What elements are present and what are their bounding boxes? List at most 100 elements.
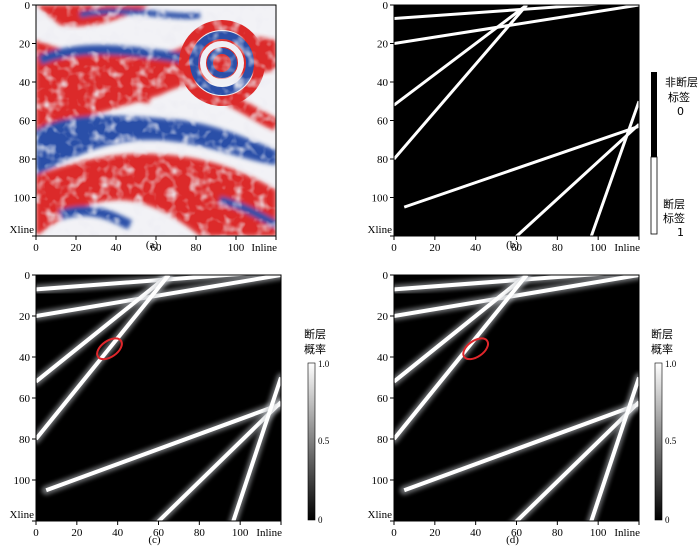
x-tick-label: 0 xyxy=(391,242,397,254)
y-tick-label: 60 xyxy=(377,116,389,128)
y-tick-label: 40 xyxy=(377,352,389,364)
x-axis-label: Inline xyxy=(614,242,640,254)
probability-colorbar-d: 断层 概率 1.0 0.5 0 xyxy=(651,327,677,525)
x-tick-label: 80 xyxy=(552,242,564,254)
y-tick-label: 100 xyxy=(14,475,31,487)
y-tick-label: 60 xyxy=(19,116,31,128)
y-tick-label: 80 xyxy=(19,434,31,446)
x-tick-label: 60 xyxy=(511,527,523,539)
fault-line-5 xyxy=(45,402,281,493)
y-tick-label: 80 xyxy=(377,434,389,446)
highlight-ellipse xyxy=(96,337,123,361)
colorbar-title-line2: 概率 xyxy=(651,342,673,356)
fault-lines xyxy=(394,275,639,521)
colorbar-title-line1: 断层 xyxy=(651,327,673,341)
y-tick-label: 40 xyxy=(19,77,31,89)
x-tick-label: 60 xyxy=(151,242,163,254)
y-tick-label: 0 xyxy=(383,0,389,12)
colorbar-top-line3: 0 xyxy=(677,105,684,118)
fault-line-4 xyxy=(394,275,529,441)
y-tick-label: 20 xyxy=(377,311,389,323)
colorbar-gradient xyxy=(307,362,316,521)
seismic-image xyxy=(36,5,276,236)
colorbar-tick-mid: 0.5 xyxy=(665,436,677,446)
fault-line-7 xyxy=(231,376,281,521)
x-axis-label: Inline xyxy=(614,527,640,539)
panel-caption-d: (d) xyxy=(506,534,519,546)
colorbar-title-line2: 概率 xyxy=(304,342,326,356)
y-axis-label: Xline xyxy=(368,509,393,521)
panel-c-fault-probability xyxy=(35,274,282,522)
fault-line-6 xyxy=(155,400,281,521)
y-tick-label: 60 xyxy=(377,393,389,405)
y-tick-label: 100 xyxy=(372,193,389,205)
y-tick-label: 20 xyxy=(19,311,31,323)
colorbar-title-line1: 断层 xyxy=(304,327,326,341)
y-tick-label: 80 xyxy=(377,154,389,166)
fault-line-4 xyxy=(36,275,171,441)
fault-line-3 xyxy=(36,275,170,384)
panel-caption-c: (c) xyxy=(148,534,161,546)
fault-lines xyxy=(36,275,281,521)
fault-line-7 xyxy=(589,376,639,521)
x-tick-label: 100 xyxy=(590,242,607,254)
colorbar-tick-min: 0 xyxy=(318,515,323,525)
x-tick-label: 60 xyxy=(511,242,523,254)
x-tick-label: 100 xyxy=(590,527,607,539)
panel-caption-a: (a) xyxy=(146,239,159,251)
x-tick-label: 20 xyxy=(429,527,441,539)
fault-line-4 xyxy=(394,5,528,160)
y-axis-label: Xline xyxy=(10,224,35,236)
x-tick-label: 20 xyxy=(71,527,83,539)
colorbar-nonfault-swatch xyxy=(651,72,657,157)
y-axis-label: Xline xyxy=(10,509,35,521)
probability-colorbar-c: 断层 概率 1.0 0.5 0 xyxy=(304,327,330,525)
colorbar-gradient xyxy=(654,362,663,521)
x-tick-label: 20 xyxy=(71,242,83,254)
fault-line-3 xyxy=(394,5,528,107)
x-axis-label: Inline xyxy=(256,527,282,539)
colorbar-tick-min: 0 xyxy=(665,515,670,525)
colorbar-fault-swatch xyxy=(650,156,658,235)
x-tick-label: 80 xyxy=(194,527,206,539)
y-tick-label: 60 xyxy=(19,393,31,405)
y-tick-label: 0 xyxy=(383,270,389,282)
fault-line-1 xyxy=(394,5,606,20)
y-tick-label: 100 xyxy=(14,193,31,205)
x-tick-label: 40 xyxy=(470,527,482,539)
y-tick-label: 20 xyxy=(377,39,389,51)
highlight-ellipse-d xyxy=(462,337,490,361)
highlight-ellipse xyxy=(462,337,490,361)
y-tick-label: 40 xyxy=(377,77,389,89)
y-tick-label: 80 xyxy=(19,154,31,166)
x-tick-label: 0 xyxy=(391,527,397,539)
fault-line-5 xyxy=(403,124,639,209)
y-tick-label: 40 xyxy=(19,352,31,364)
panel-d-fault-probability xyxy=(393,274,640,522)
x-tick-label: 40 xyxy=(470,242,482,254)
colorbar-top-line1: 非断层 xyxy=(665,75,698,89)
x-axis-label: Inline xyxy=(251,242,277,254)
fault-line-2 xyxy=(394,275,639,318)
x-tick-label: 100 xyxy=(232,527,249,539)
fault-line-2 xyxy=(36,275,281,318)
x-tick-label: 100 xyxy=(228,242,245,254)
colorbar-top-line2: 标签 xyxy=(668,90,690,104)
colorbar-tick-mid: 0.5 xyxy=(318,436,330,446)
colorbar-tick-max: 1.0 xyxy=(318,359,330,369)
fault-line-3 xyxy=(394,275,528,384)
fault-line-6 xyxy=(514,123,639,236)
highlight-ellipse-c xyxy=(96,337,123,361)
x-tick-label: 60 xyxy=(153,527,165,539)
panel-b-fault-label xyxy=(393,4,640,237)
x-tick-label: 0 xyxy=(33,242,39,254)
y-tick-label: 100 xyxy=(372,475,389,487)
y-tick-label: 0 xyxy=(25,270,31,282)
colorbar-bottom-line2: 标签 xyxy=(663,211,685,225)
axes: 0 20 40 60 80 100 Inline 0 20 40 60 80 100 Xline (a) 0 2… xyxy=(10,0,641,546)
fault-line-5 xyxy=(403,402,639,493)
x-tick-label: 80 xyxy=(191,242,203,254)
colorbar-bottom-line1: 断层 xyxy=(663,197,685,211)
colorbar-bottom-line3: 1 xyxy=(677,226,684,239)
